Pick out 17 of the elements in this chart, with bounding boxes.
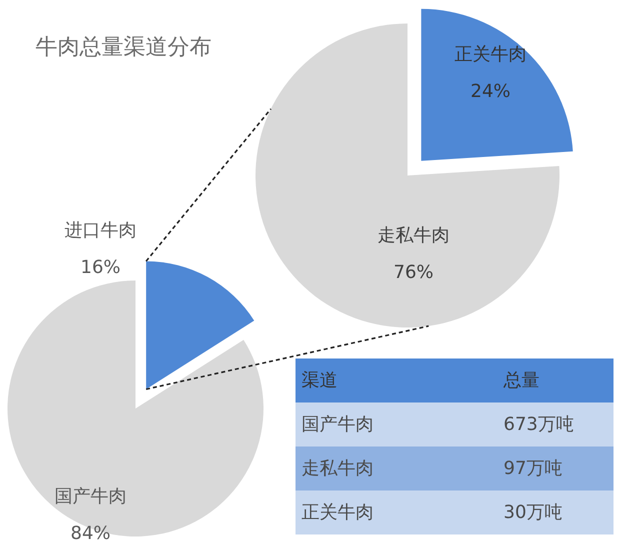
text: 673万吨	[504, 414, 574, 435]
text: 正关牛肉	[302, 502, 374, 523]
text: 牛肉总量渠道分布	[36, 35, 212, 60]
slice-label: 走私牛肉	[378, 225, 450, 246]
slice-label: 进口牛肉	[64, 220, 136, 241]
data-label: 16%	[80, 257, 121, 278]
slice-label: 正关牛肉	[454, 44, 526, 65]
text: 国产牛肉	[302, 414, 374, 435]
text: 97万吨	[504, 458, 562, 479]
data-label: 84%	[70, 523, 111, 544]
text: 总量	[502, 370, 540, 391]
text: 走私牛肉	[302, 458, 374, 479]
data-label: 76%	[393, 262, 434, 283]
data-label: 24%	[470, 81, 511, 102]
text: 30万吨	[504, 502, 562, 523]
text: 渠道	[302, 370, 338, 391]
slice-label: 国产牛肉	[54, 486, 126, 507]
